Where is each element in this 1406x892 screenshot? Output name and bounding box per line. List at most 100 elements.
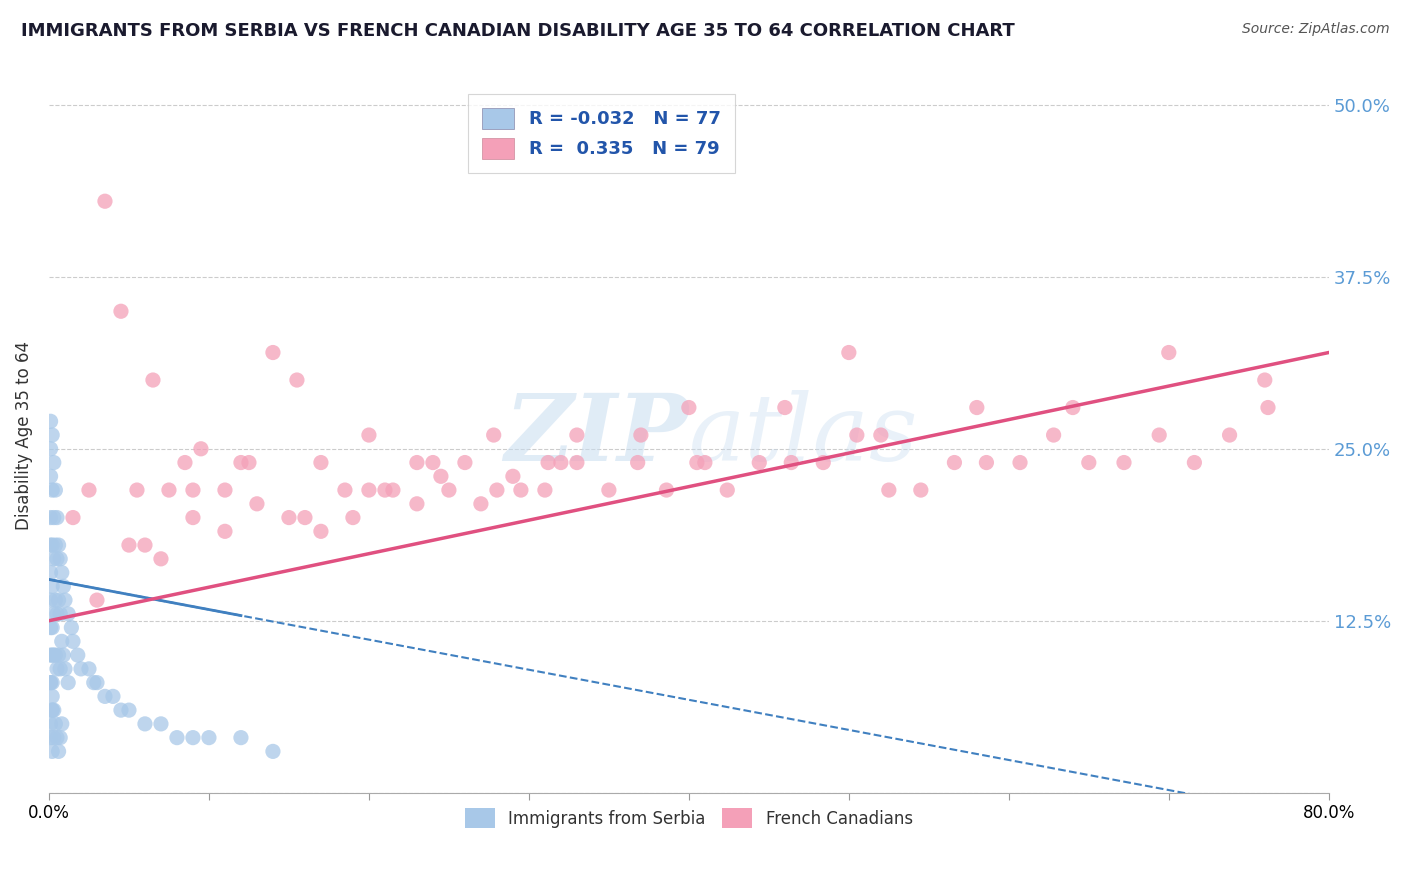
Point [181, 510, 204, 524]
Point [42, 648, 65, 662]
Point [94, 690, 117, 704]
Point [44, 593, 66, 607]
Point [550, 456, 572, 470]
Point [110, 703, 132, 717]
Point [39, 675, 62, 690]
Point [48, 648, 70, 662]
Point [46, 551, 69, 566]
Point [134, 538, 156, 552]
Point [238, 456, 260, 470]
Point [44, 538, 66, 552]
Point [41, 428, 63, 442]
Point [49, 731, 72, 745]
Point [309, 456, 332, 470]
Point [44, 483, 66, 497]
Point [262, 744, 284, 758]
Point [534, 483, 557, 497]
Point [39, 593, 62, 607]
Point [1254, 373, 1277, 387]
Point [470, 497, 492, 511]
Point [214, 524, 236, 539]
Point [142, 373, 165, 387]
Point [53, 593, 76, 607]
Point [278, 510, 301, 524]
Point [780, 456, 803, 470]
Point [1062, 401, 1084, 415]
Point [342, 510, 364, 524]
Point [86, 593, 108, 607]
Point [42, 731, 65, 745]
Point [77, 662, 100, 676]
Point [181, 731, 204, 745]
Point [94, 194, 117, 209]
Point [537, 456, 560, 470]
Point [1042, 428, 1064, 442]
Point [943, 456, 966, 470]
Point [39, 648, 62, 662]
Point [678, 401, 700, 415]
Point [627, 456, 650, 470]
Point [39, 538, 62, 552]
Point [41, 690, 63, 704]
Point [60, 621, 83, 635]
Point [229, 456, 252, 470]
Point [39, 566, 62, 580]
Point [1157, 345, 1180, 359]
Point [482, 428, 505, 442]
Point [49, 551, 72, 566]
Point [1112, 456, 1135, 470]
Point [41, 744, 63, 758]
Point [166, 731, 188, 745]
Point [46, 607, 69, 621]
Point [39, 675, 62, 690]
Point [52, 648, 75, 662]
Point [42, 703, 65, 717]
Point [149, 551, 172, 566]
Point [149, 717, 172, 731]
Point [1257, 401, 1279, 415]
Point [39, 469, 62, 483]
Point [181, 483, 204, 497]
Point [877, 483, 900, 497]
Point [1008, 456, 1031, 470]
Point [716, 483, 738, 497]
Point [56, 675, 79, 690]
Point [565, 456, 588, 470]
Point [598, 483, 620, 497]
Point [630, 428, 652, 442]
Point [748, 456, 770, 470]
Point [773, 401, 796, 415]
Point [357, 428, 380, 442]
Point [48, 593, 70, 607]
Text: IMMIGRANTS FROM SERBIA VS FRENCH CANADIAN DISABILITY AGE 35 TO 64 CORRELATION CH: IMMIGRANTS FROM SERBIA VS FRENCH CANADIA… [21, 22, 1015, 40]
Point [41, 579, 63, 593]
Point [174, 456, 197, 470]
Point [39, 717, 62, 731]
Point [294, 510, 316, 524]
Point [77, 483, 100, 497]
Legend: Immigrants from Serbia, French Canadians: Immigrants from Serbia, French Canadians [458, 802, 920, 834]
Point [357, 483, 380, 497]
Point [845, 428, 868, 442]
Point [118, 538, 141, 552]
Point [125, 483, 148, 497]
Point [693, 456, 716, 470]
Point [1147, 428, 1170, 442]
Point [869, 428, 891, 442]
Point [66, 648, 89, 662]
Point [48, 538, 70, 552]
Point [118, 703, 141, 717]
Point [976, 456, 998, 470]
Point [381, 483, 404, 497]
Point [42, 510, 65, 524]
Point [52, 579, 75, 593]
Point [686, 456, 709, 470]
Point [374, 483, 396, 497]
Point [502, 469, 524, 483]
Point [1219, 428, 1241, 442]
Point [198, 731, 221, 745]
Point [838, 345, 860, 359]
Point [454, 456, 477, 470]
Point [285, 373, 308, 387]
Point [41, 648, 63, 662]
